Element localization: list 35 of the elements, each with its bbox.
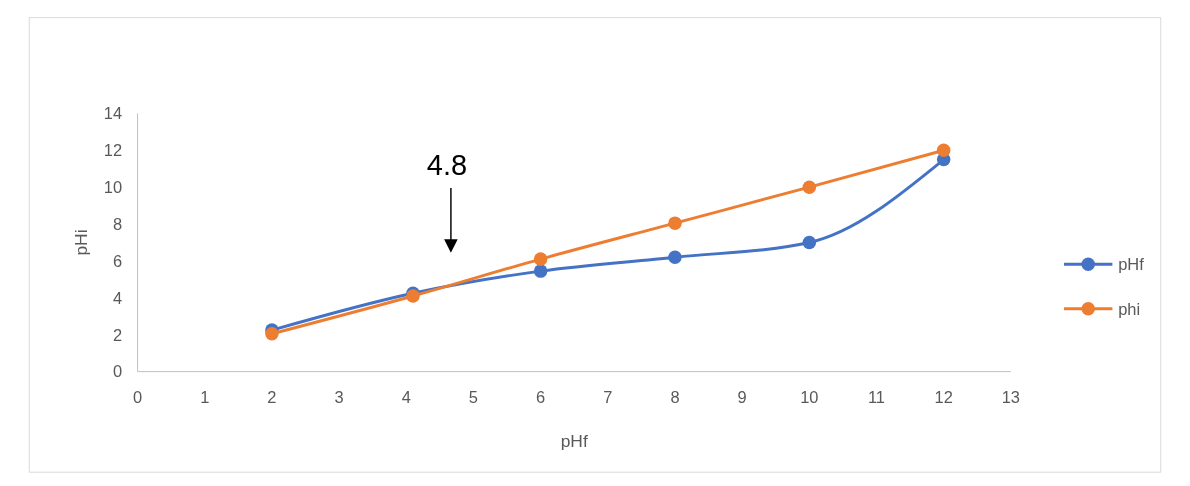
- point: [802, 180, 817, 194]
- x-axis-title: pHf: [560, 431, 588, 452]
- y-tick-label: 10: [103, 177, 123, 196]
- y-tick-label: 8: [112, 214, 123, 233]
- x-tick-label: 8: [670, 387, 680, 406]
- y-tick-label: 12: [103, 141, 123, 160]
- x-tick-label: 6: [536, 387, 546, 406]
- point: [936, 143, 951, 158]
- x-tick-label: 4: [401, 387, 411, 406]
- legend-label: pHf: [1118, 255, 1145, 274]
- legend-label: phi: [1118, 299, 1141, 318]
- y-tick-label: 6: [112, 251, 123, 270]
- x-tick-label: 1: [200, 387, 210, 406]
- y-tick-label: 2: [112, 325, 123, 344]
- x-tick-label: 12: [934, 387, 953, 406]
- x-tick-label: 10: [800, 387, 819, 406]
- x-tick-label: 0: [132, 387, 143, 406]
- y-tick-label: 14: [103, 104, 123, 123]
- x-tick-label: 13: [1001, 387, 1020, 406]
- x-tick-label: 11: [867, 387, 886, 406]
- point: [668, 216, 682, 230]
- point: [265, 327, 279, 341]
- annotation: 4.8: [426, 149, 468, 182]
- point: [802, 235, 817, 250]
- x-tick-label: 5: [468, 387, 479, 406]
- y-tick-label: 0: [112, 362, 123, 381]
- x-tick-label: 2: [267, 387, 277, 406]
- y-axis-title: pHi: [71, 229, 92, 256]
- x-tick-label: 9: [737, 387, 747, 406]
- point: [533, 264, 548, 278]
- point: [533, 252, 548, 266]
- x-tick-label: 3: [334, 387, 344, 406]
- point: [668, 250, 682, 265]
- x-tick-label: 7: [603, 387, 613, 406]
- y-tick-label: 4: [112, 288, 123, 307]
